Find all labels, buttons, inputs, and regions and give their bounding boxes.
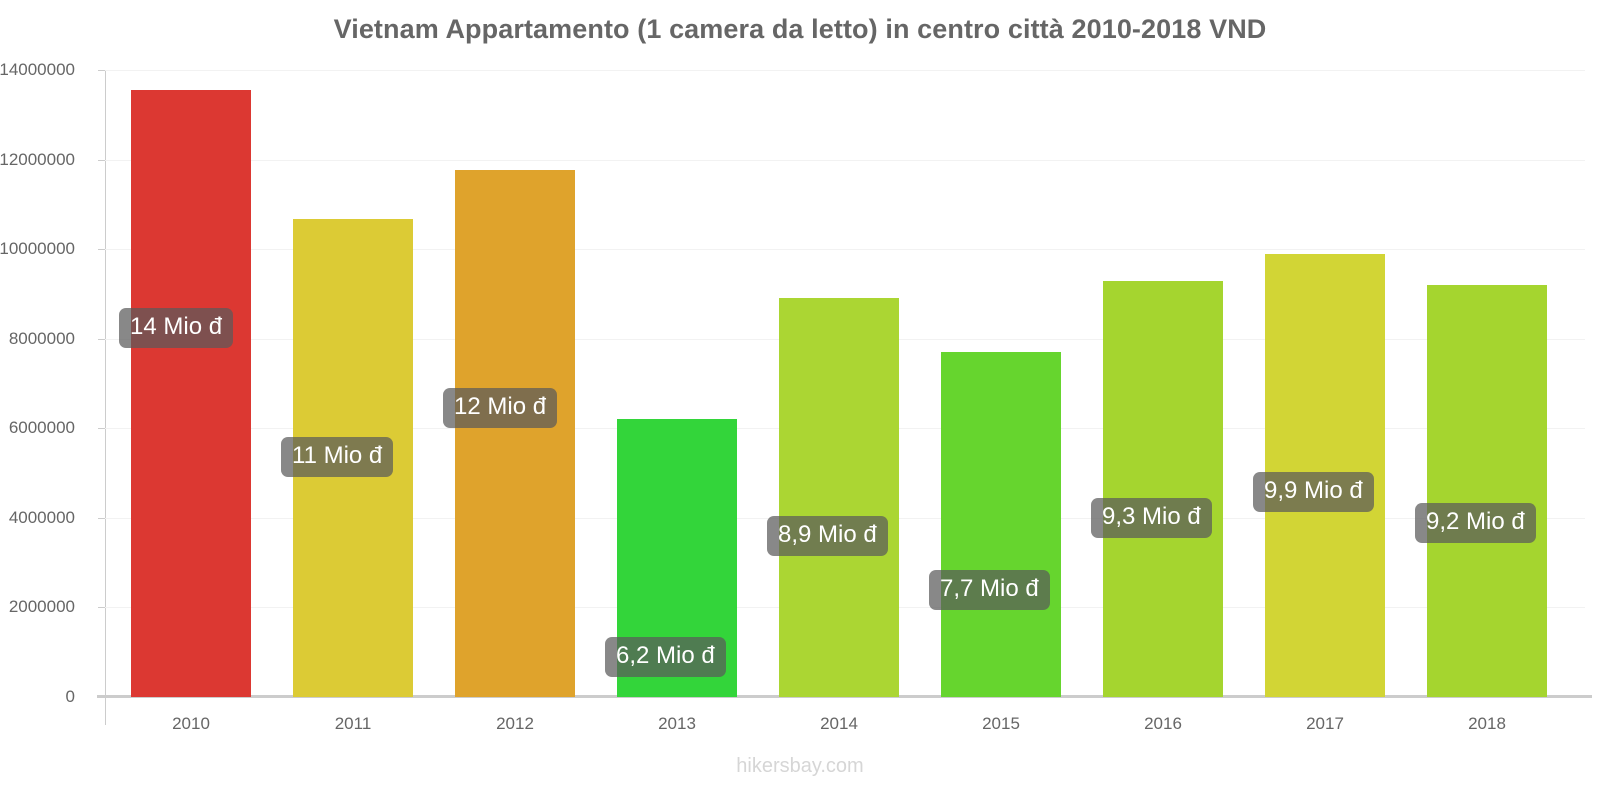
x-axis-tick-label-2014: 2014 bbox=[820, 714, 858, 733]
y-axis-tick-label: 10000000 bbox=[0, 239, 75, 259]
watermark: hikersbay.com bbox=[736, 755, 864, 777]
y-axis-tick-label: 2000000 bbox=[8, 597, 75, 617]
bar-value-label: 9,3 Mio đ bbox=[1091, 498, 1212, 539]
bar-2015[interactable] bbox=[941, 352, 1061, 697]
bar-value-label: 6,2 Mio đ bbox=[605, 637, 726, 678]
y-axis-tick-mark bbox=[98, 338, 105, 340]
x-axis-tick-label-2017: 2017 bbox=[1306, 714, 1344, 733]
bar-value-label: 14 Mio đ bbox=[119, 307, 234, 348]
y-axis-tick-mark bbox=[98, 607, 105, 609]
y-axis-tick-mark bbox=[98, 697, 105, 698]
y-axis-tick-label: 4000000 bbox=[8, 507, 75, 527]
y-axis-line bbox=[105, 70, 106, 697]
bar-2016[interactable] bbox=[1103, 280, 1223, 697]
bar-2018[interactable] bbox=[1427, 284, 1547, 697]
x-axis-tick-label-2016: 2016 bbox=[1144, 714, 1182, 733]
gridline bbox=[105, 70, 1585, 71]
y-axis-tick-mark bbox=[98, 517, 105, 519]
y-axis-tick-mark bbox=[98, 249, 105, 251]
plot-area: 0 2000000 4000000 6000000 8000000 10000000 120… bbox=[0, 60, 1592, 733]
y-axis-tick-label: 0 bbox=[65, 687, 75, 706]
x-axis-tick-label-2010: 2010 bbox=[172, 714, 210, 733]
y-axis-tick-mark bbox=[98, 159, 105, 161]
y-axis-tick-mark bbox=[98, 428, 105, 430]
gridline bbox=[105, 249, 1585, 251]
x-axis-tick-label-2018: 2018 bbox=[1468, 714, 1506, 733]
x-axis-tick-label-2011: 2011 bbox=[334, 714, 372, 733]
bar-value-label: 9,9 Mio đ bbox=[1253, 471, 1374, 512]
bar-2012[interactable] bbox=[455, 169, 575, 697]
bar-2010[interactable] bbox=[131, 89, 251, 697]
x-axis-tick-label-2015: 2015 bbox=[982, 714, 1020, 733]
x-axis-tick-label-2013: 2013 bbox=[658, 714, 696, 733]
gridline bbox=[105, 159, 1585, 161]
y-axis-tick-label: 14000000 bbox=[0, 60, 75, 79]
y-axis-tick-label: 12000000 bbox=[0, 149, 75, 169]
y-axis-stub bbox=[105, 697, 106, 725]
bar-2014[interactable] bbox=[779, 298, 899, 697]
bar-value-label: 12 Mio đ bbox=[443, 387, 558, 428]
bar-value-label: 9,2 Mio đ bbox=[1415, 502, 1536, 543]
y-axis-tick-label: 8000000 bbox=[8, 328, 75, 348]
x-axis-tick-label-2012: 2012 bbox=[496, 714, 534, 733]
y-axis-tick-mark bbox=[98, 70, 105, 71]
y-axis-tick-label: 6000000 bbox=[8, 418, 75, 438]
bar-value-label: 11 Mio đ bbox=[281, 436, 394, 477]
bar-value-label: 8,9 Mio đ bbox=[767, 516, 888, 557]
page-title: Vietnam Appartamento (1 camera da letto)… bbox=[333, 14, 1267, 44]
bar-value-label: 7,7 Mio đ bbox=[929, 570, 1050, 611]
